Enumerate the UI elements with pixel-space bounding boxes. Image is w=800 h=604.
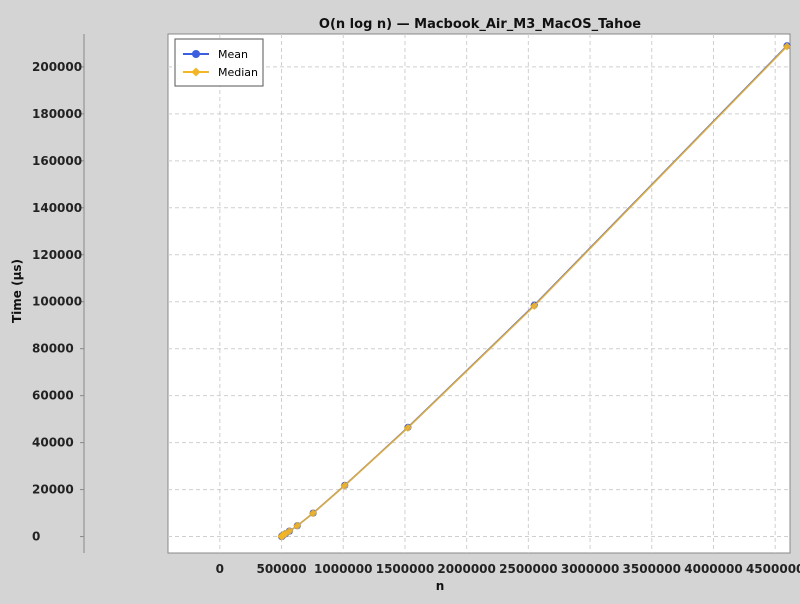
data-point-median bbox=[309, 509, 318, 518]
y-tick-label: 60000 bbox=[32, 389, 74, 403]
legend-marker bbox=[191, 67, 201, 77]
x-axis-title: n bbox=[436, 579, 445, 593]
plot-area bbox=[167, 33, 791, 554]
legend-item-mean: Mean bbox=[183, 48, 248, 61]
x-tick-label: 3500000 bbox=[623, 562, 681, 576]
y-tick-label: 40000 bbox=[32, 436, 74, 450]
y-tick-label: 140000 bbox=[32, 201, 82, 215]
y-tick-label: 100000 bbox=[32, 295, 82, 309]
y-tick-label: 160000 bbox=[32, 154, 82, 168]
legend-label: Mean bbox=[218, 48, 248, 61]
series-median bbox=[277, 42, 792, 541]
data-point-median bbox=[285, 527, 294, 536]
legend-marker bbox=[192, 50, 200, 58]
x-tick-label: 4000000 bbox=[684, 562, 742, 576]
x-tick-label: 2000000 bbox=[437, 562, 495, 576]
x-tick-label: 0 bbox=[216, 562, 224, 576]
data-point-median bbox=[403, 423, 412, 432]
chart-title: O(n log n) — Macbook_Air_M3_MacOS_Tahoe bbox=[319, 17, 641, 32]
x-tick-labels: 0 500000 1000000 1500000 2000000 2500000 30000… bbox=[216, 562, 800, 576]
data-point-median bbox=[293, 521, 302, 530]
data-point-median bbox=[340, 481, 349, 490]
y-tick-label: 120000 bbox=[32, 248, 82, 262]
legend: Mean Median bbox=[174, 38, 264, 87]
series-layer bbox=[277, 42, 792, 541]
y-tick-label: 180000 bbox=[32, 107, 82, 121]
data-point-median bbox=[783, 42, 792, 51]
legend-box bbox=[174, 38, 264, 87]
y-tick-labels: 0 20000 40000 60000 80000 100000 120000 140000 1… bbox=[32, 60, 84, 544]
legend-item-median: Median bbox=[183, 66, 258, 79]
y-tick-label: 20000 bbox=[32, 483, 74, 497]
data-point-median bbox=[530, 301, 539, 310]
x-tick-label: 4500000 bbox=[746, 562, 800, 576]
y-tick-label: 200000 bbox=[32, 60, 82, 74]
y-axis-title: Time (µs) bbox=[10, 259, 24, 323]
x-tick-label: 1000000 bbox=[314, 562, 372, 576]
y-tick-label: 80000 bbox=[32, 342, 74, 356]
x-tick-label: 2500000 bbox=[499, 562, 557, 576]
x-tick-label: 500000 bbox=[256, 562, 306, 576]
legend-label: Median bbox=[218, 66, 258, 79]
x-tick-label: 1500000 bbox=[376, 562, 434, 576]
y-tick-label: 0 bbox=[32, 530, 40, 544]
x-tick-label: 3000000 bbox=[561, 562, 619, 576]
